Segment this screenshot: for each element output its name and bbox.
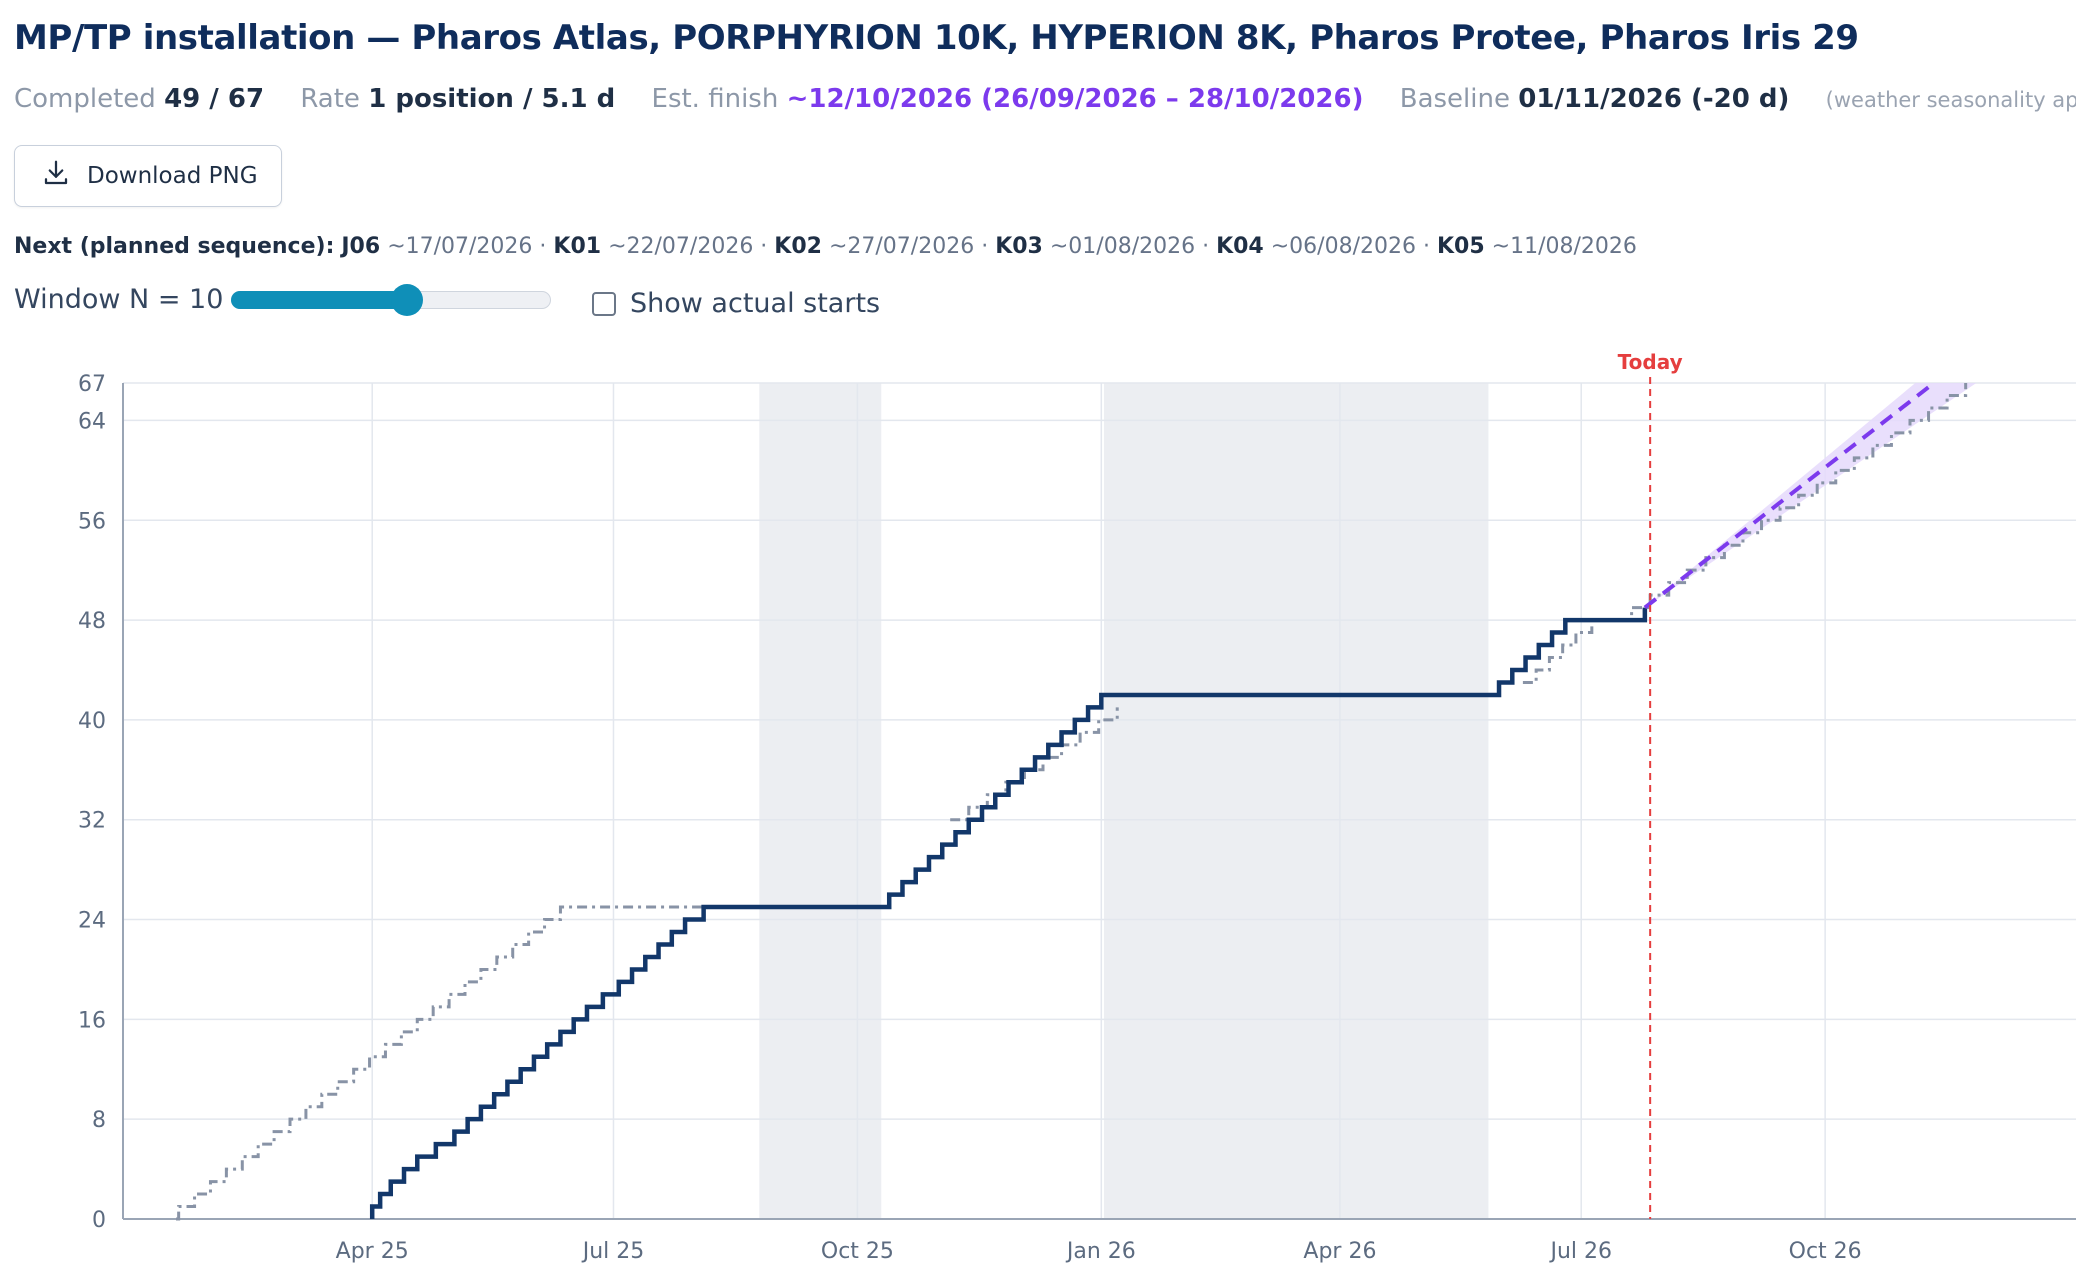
next-item-date: ~27/07/2026	[828, 234, 975, 259]
x-tick-label: Oct 26	[1789, 1239, 1862, 1264]
next-item-date: ~06/08/2026	[1270, 234, 1416, 259]
window-slider[interactable]	[231, 284, 551, 316]
stats-bar: Completed 49 / 67 Rate 1 position / 5.1 …	[14, 84, 2076, 114]
y-tick-label: 67	[78, 372, 106, 397]
y-tick-label: 0	[92, 1208, 106, 1233]
y-tick-label: 8	[92, 1108, 106, 1133]
rate-value: 1 position / 5.1 d	[368, 84, 616, 114]
y-tick-label: 32	[78, 809, 106, 834]
shaded-period	[1103, 383, 1489, 1219]
next-item-id: K04	[1216, 234, 1264, 259]
show-actual-starts-checkbox[interactable]	[592, 291, 616, 316]
window-slider-fill	[231, 291, 407, 309]
page-title: MP/TP installation — Pharos Atlas, PORPH…	[14, 18, 1859, 58]
next-item-id: K01	[553, 234, 602, 259]
next-item-id: K02	[774, 234, 822, 259]
x-tick-label: Apr 25	[336, 1239, 409, 1264]
completed-label: Completed	[14, 84, 156, 114]
y-tick-label: 56	[78, 509, 106, 534]
completed-value: 49 / 67	[164, 84, 265, 114]
x-tick-label: Jul 26	[1548, 1239, 1612, 1264]
y-tick-label: 16	[78, 1008, 106, 1033]
download-png-label: Download PNG	[87, 163, 258, 189]
rate-label: Rate	[300, 84, 360, 114]
y-tick-label: 24	[78, 909, 106, 934]
window-slider-handle[interactable]	[391, 284, 423, 316]
y-tick-label: 48	[78, 609, 106, 634]
next-item-date: ~17/07/2026	[387, 234, 533, 259]
baseline-series	[176, 905, 760, 1221]
download-icon	[41, 158, 71, 194]
next-item-date: ~22/07/2026	[608, 234, 754, 259]
next-item-date: ~11/08/2026	[1491, 234, 1637, 259]
x-tick-label: Apr 26	[1303, 1239, 1376, 1264]
next-item-id: K05	[1436, 234, 1485, 259]
next-sequence: Next (planned sequence): J06 ~17/07/2026…	[14, 234, 1637, 259]
show-actual-starts-label: Show actual starts	[630, 288, 881, 319]
shaded-period	[759, 383, 882, 1219]
completion-chart: 0 8 16 24 32 40 48 56 64 67 Apr 25 Jul 25 Oct 25 Jan …	[78, 350, 2076, 1264]
forecast-band	[1644, 383, 1977, 608]
actual-series	[369, 607, 1648, 1219]
seasonality-note: (weather seasonality applied)	[1825, 88, 2076, 112]
next-sequence-label: Next (planned sequence):	[14, 234, 335, 259]
x-tick-label: Jan 26	[1065, 1239, 1136, 1264]
finish-label: Est. finish	[651, 84, 779, 114]
finish-value: ~12/10/2026 (26/09/2026 – 28/10/2026)	[786, 84, 1364, 114]
next-item-id: J06	[341, 234, 381, 259]
baseline-value: 01/11/2026 (-20 d)	[1518, 84, 1790, 114]
forecast-series	[1643, 381, 1936, 610]
x-tick-label: Jul 25	[581, 1239, 645, 1264]
x-tick-label: Oct 25	[821, 1239, 894, 1264]
next-item-id: K03	[995, 234, 1043, 259]
show-actual-starts-toggle[interactable]: Show actual starts	[592, 288, 880, 319]
window-label: Window N = 10	[14, 284, 224, 315]
baseline-label: Baseline	[1399, 84, 1510, 114]
next-item-date: ~01/08/2026	[1049, 234, 1196, 259]
today-label: Today	[1618, 350, 1683, 374]
y-tick-label: 64	[78, 409, 106, 434]
download-png-button[interactable]: Download PNG	[14, 145, 282, 207]
y-tick-label: 40	[78, 709, 106, 734]
